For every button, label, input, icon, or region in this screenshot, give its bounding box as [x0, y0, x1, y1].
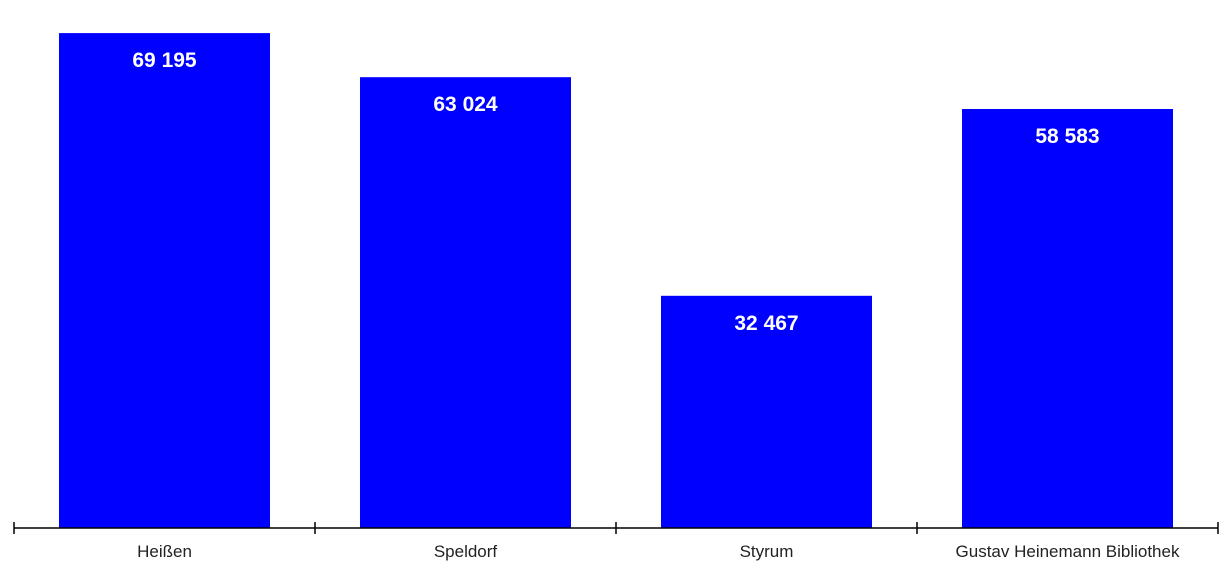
- x-tick-label-3: Gustav Heinemann Bibliothek: [956, 542, 1180, 561]
- data-label-3: 58 583: [1035, 125, 1099, 148]
- bar-0: [59, 33, 270, 528]
- x-tick-label-0: Heißen: [137, 542, 192, 561]
- x-tick-labels-group: Heißen Speldorf Styrum Gustav Heinemann Bib…: [137, 542, 1180, 561]
- bar-1: [360, 77, 571, 528]
- data-label-2: 32 467: [734, 312, 798, 335]
- bars-group: [59, 33, 1173, 528]
- data-labels-group: 69 195 63 024 32 467 58 583: [132, 49, 1099, 335]
- x-tick-label-2: Styrum: [740, 542, 794, 561]
- x-tick-label-1: Speldorf: [434, 542, 498, 561]
- data-label-1: 63 024: [433, 93, 498, 116]
- bar-2: [661, 295, 872, 528]
- bar-3: [962, 109, 1173, 528]
- x-axis: [13, 522, 1219, 534]
- data-label-0: 69 195: [132, 49, 197, 72]
